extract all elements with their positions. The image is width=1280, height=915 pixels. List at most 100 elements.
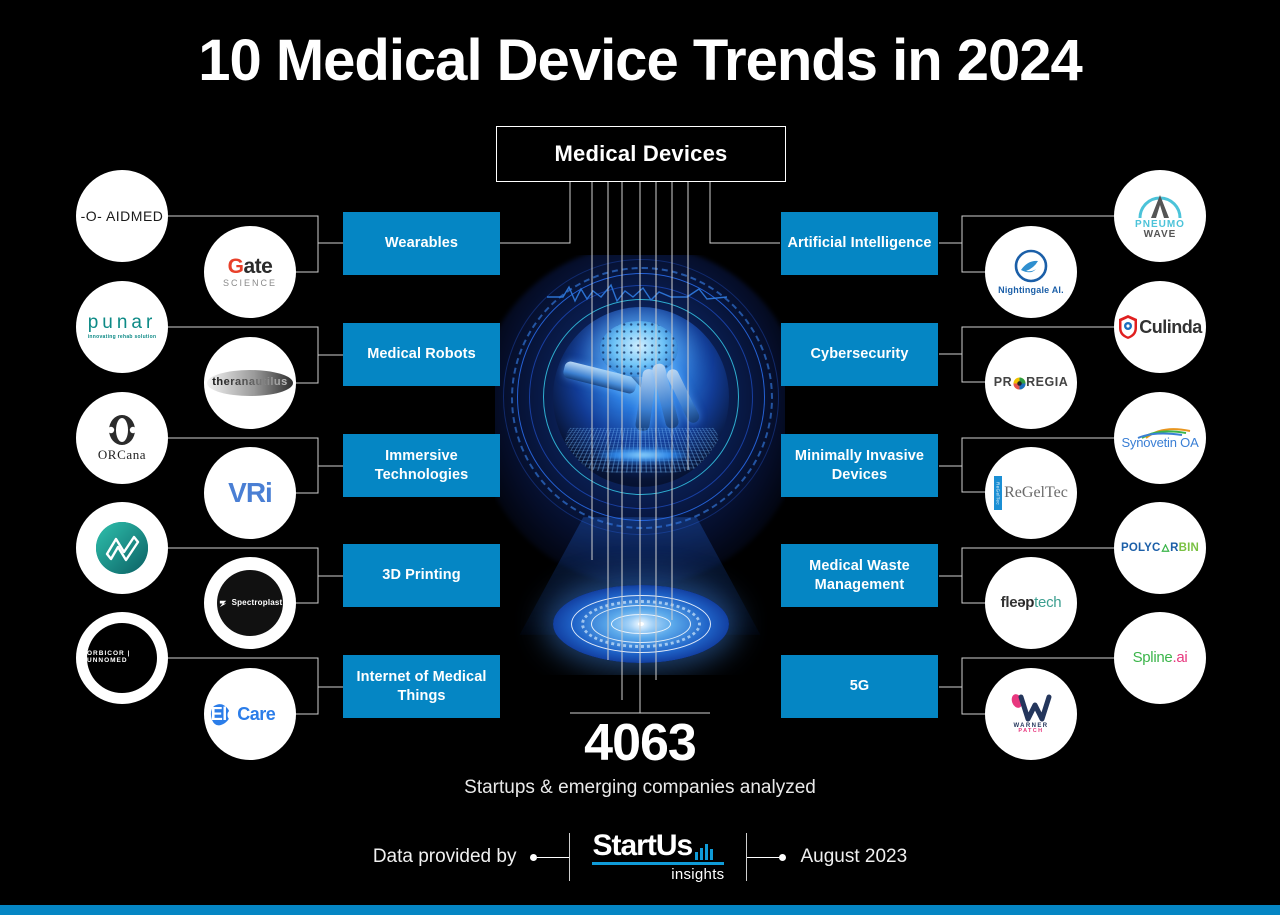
logo-label: ORCana [97,447,147,463]
hologram-base-disc [553,585,729,663]
trend-box-minimally-invasive-devices[interactable]: Minimally Invasive Devices [781,434,938,497]
logo-label: VRi [228,477,273,509]
surgical-robot-photo [553,307,729,487]
hud-ring-dashed [511,267,773,529]
trend-box-medical-waste-management[interactable]: Medical Waste Management [781,544,938,607]
logo-tagline: SCIENCE [222,277,277,288]
logo-spectroplast[interactable]: Spectroplast [204,557,296,649]
theranautilus-swoosh-icon: theranautilus [207,370,293,396]
trend-box-artificial-intelligence[interactable]: Artificial Intelligence [781,212,938,275]
disc-ring-1 [571,595,711,653]
hud-ring-3 [543,299,739,495]
gate-g-icon: G [227,254,244,278]
proregia-prefix: PR [993,375,1013,390]
logo-nightingale-ai[interactable]: Nightingale AI. [985,226,1077,318]
spline-suffix: .ai [1172,649,1188,667]
logo-label: Culinda [1139,316,1202,337]
trend-box-cybersecurity[interactable]: Cybersecurity [781,323,938,386]
logo-label: ReGelTec [1004,483,1068,501]
bullet-dot-left-icon [530,853,538,861]
trend-label: 5G [849,678,870,695]
logo-label: Spectroplast [231,597,283,607]
logo-teal-swirl[interactable] [76,502,168,594]
orcana-mark-icon [107,415,137,446]
hud-ring-1 [517,273,765,521]
hud-ring-2 [529,285,753,509]
proregia-aperture-icon [1013,376,1026,390]
disc-ring-2 [591,605,691,643]
logo-tagline: WAVE [1143,229,1177,240]
fleep-suffix: tech [1034,594,1062,612]
logo-punar[interactable]: punar innovating rehab solution [76,281,168,373]
trend-box-wearables[interactable]: Wearables [343,212,500,275]
surgical-lamp [599,321,678,378]
startus-insights-logo[interactable]: StartUs insights [592,830,725,883]
trend-label: Internet of Medical Things [356,669,487,704]
divider-left [569,833,571,881]
aidmed-mark-icon: -O- [80,207,103,224]
rule-right [747,856,780,858]
fleep-mid: әp [1017,594,1035,612]
bullet-dot-right-icon [779,853,787,861]
data-provided-by-label: Data provided by [372,846,517,867]
logo-label: Synovetin OA [1121,435,1199,451]
trend-label: Artificial Intelligence [787,235,932,252]
logo-label: punar [87,312,157,334]
synovetin-swoosh-icon [1137,428,1191,440]
rule-left [537,856,570,858]
logo-gate-science[interactable]: Gate SCIENCE [204,226,296,318]
startup-count-caption: Startups & emerging companies analyzed [464,777,816,798]
logo-culinda[interactable]: Culinda [1114,281,1206,373]
trend-box-medical-robots[interactable]: Medical Robots [343,323,500,386]
bottom-accent-bar [0,905,1280,915]
logo-synovetin-oa[interactable]: Synovetin OA [1114,392,1206,484]
polycarbin-suffix: BIN [1178,541,1200,554]
page-title: 10 Medical Device Trends in 2024 [198,28,1083,93]
logo-orcana[interactable]: ORCana [76,392,168,484]
divider-right [746,833,748,881]
logo-label: PNEUMO [1135,218,1185,230]
logo-tagline: innovating rehab solution [87,334,157,341]
spectroplast-mark-icon [219,600,226,607]
trend-label: Minimally Invasive Devices [794,448,925,483]
disc-core-dot [638,622,644,626]
proregia-suffix: REGIA [1026,375,1069,390]
trend-label: Wearables [384,235,459,252]
polycarbin-prefix: POLYC [1120,541,1161,554]
logo-spline-ai[interactable]: Spline .ai [1114,612,1206,704]
brand-subtitle: insights [671,865,725,883]
fleep-prefix: fle [1000,594,1018,612]
trend-box-5g[interactable]: 5G [781,655,938,718]
logo-proregia[interactable]: PR REGIA [985,337,1077,429]
logo-pneumowave[interactable]: PNEUMO WAVE [1114,170,1206,262]
logo-label: AIDMED [105,207,164,224]
polycarbin-mid: R [1170,541,1179,554]
logo-polycarbin[interactable]: POLYC R BIN [1114,502,1206,594]
trend-box-3d-printing[interactable]: 3D Printing [343,544,500,607]
trend-label: Medical Robots [367,346,476,363]
trend-box-immersive-technologies[interactable]: Immersive Technologies [343,434,500,497]
trend-label: 3D Printing [382,567,461,584]
logo-theranautilus[interactable]: theranautilus [204,337,296,429]
logo-fleeptech[interactable]: fle әp tech [985,557,1077,649]
disc-ring-3 [611,614,671,634]
pneumowave-mark-icon [1138,194,1182,218]
culinda-shield-icon [1119,315,1138,339]
logo-orbicor-unnomed[interactable]: ORBICOR | UNNOMED [76,612,168,704]
hero-medical-robot-illustration [495,255,785,675]
ekg-waveform-icon [547,283,727,303]
spline-prefix: Spline [1132,649,1173,667]
trend-box-internet-of-medical-things[interactable]: Internet of Medical Things [343,655,500,718]
logo-aidmed[interactable]: -O- AIDMED [76,170,168,262]
logo-vri[interactable]: VRi [204,447,296,539]
logo-label: theranautilus [212,376,288,389]
logo-label: ORBICOR | UNNOMED [87,650,131,664]
center-topic-label: Medical Devices [554,141,728,166]
logo-regeltec[interactable]: ReGelTec ReGelTec [985,447,1077,539]
trend-label: Immersive Technologies [374,448,469,483]
brand-bars-icon [695,842,714,860]
publish-date: August 2023 [800,846,908,867]
nightingale-globe-icon [1014,249,1048,283]
hud-ring-outer [503,259,779,535]
